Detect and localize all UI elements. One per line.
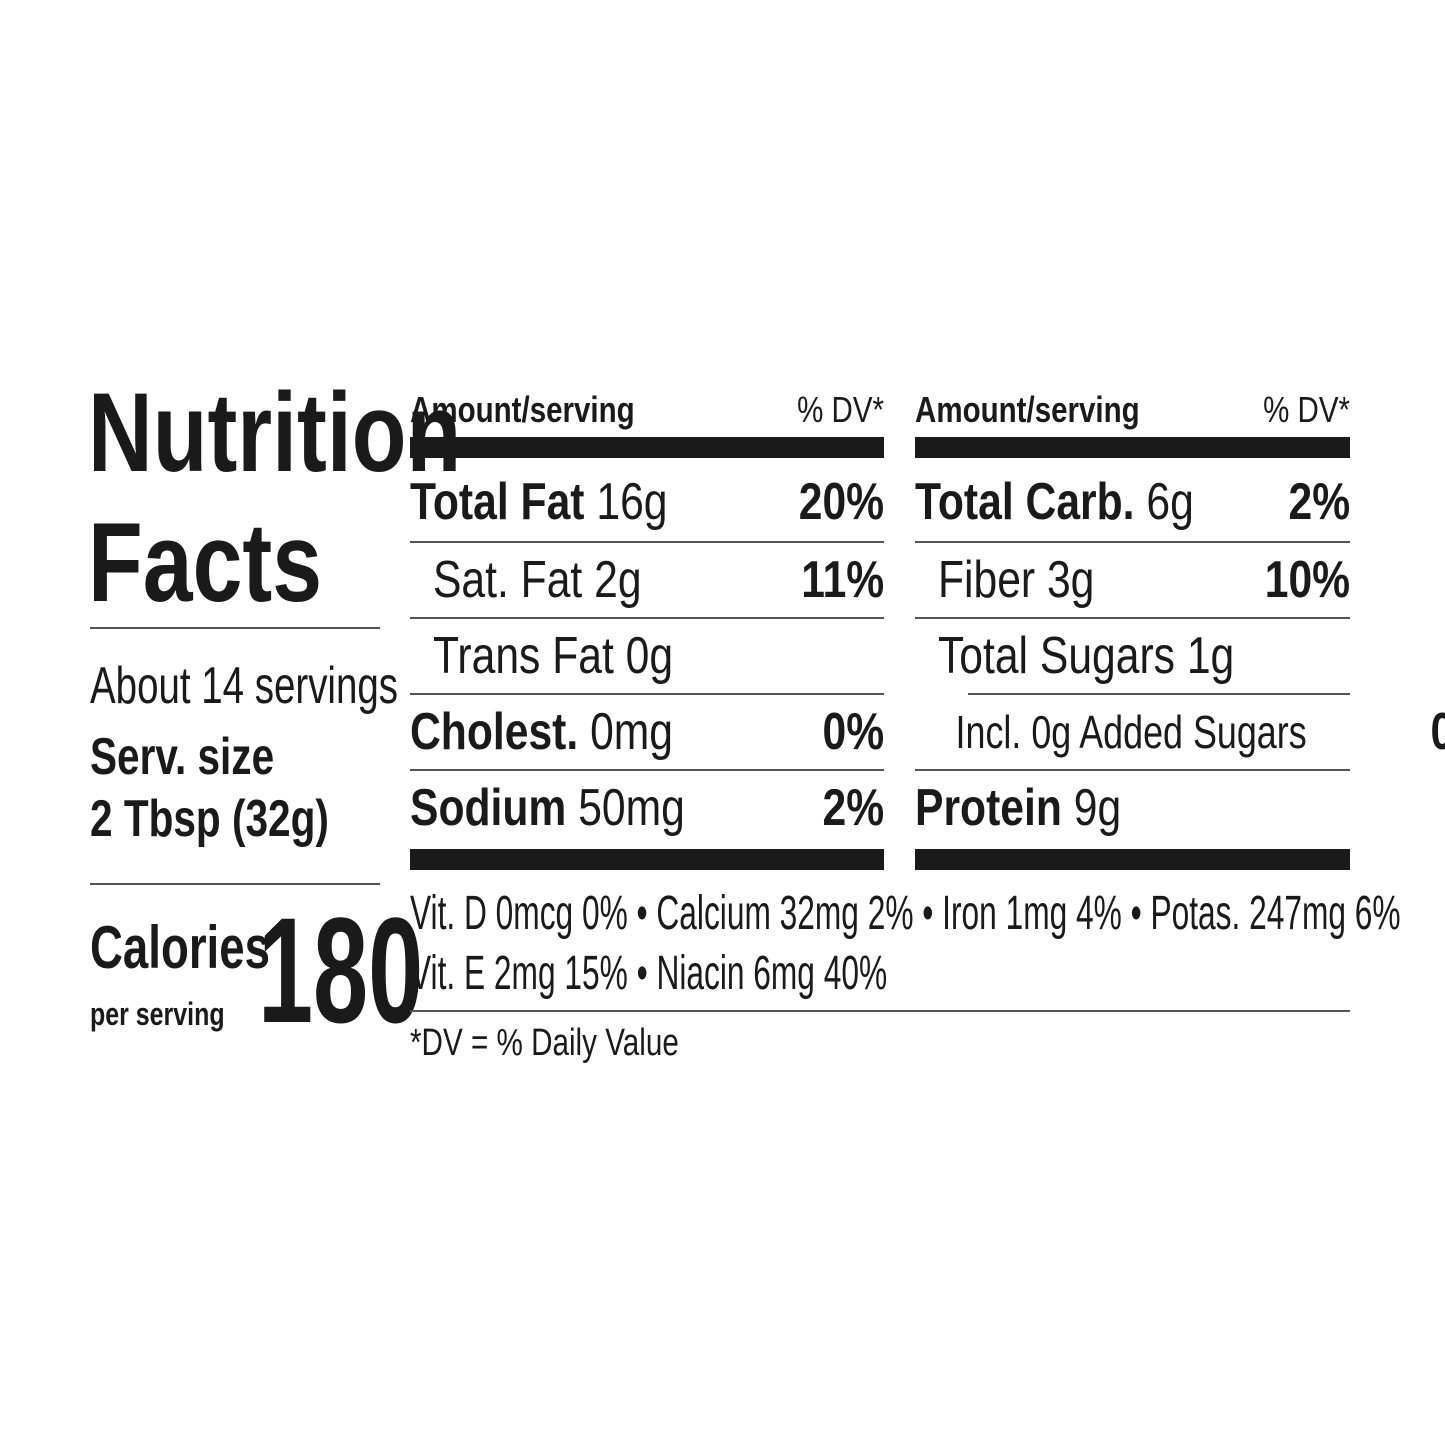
row-protein: Protein 9g <box>915 770 1350 846</box>
thick-bar <box>410 849 884 870</box>
thick-bar <box>915 437 1350 458</box>
footnote: *DV = % Daily Value <box>410 1022 679 1064</box>
header-amount: Amount/serving <box>410 389 635 430</box>
row-trans-fat: Trans Fat 0g <box>410 618 884 694</box>
serving-size-label: Serv. size <box>90 728 275 786</box>
calories-value-block: 180 <box>258 895 508 1045</box>
row-sat-fat: Sat. Fat 2g 11% <box>410 542 884 618</box>
serving-size: Serv. size 2 Tbsp (32g) <box>90 726 396 850</box>
row-sodium: Sodium 50mg 2% <box>410 770 884 846</box>
right-table-header: Amount/serving % DV* <box>915 372 1350 448</box>
nutrient-amount: 50mg <box>578 779 685 837</box>
vitamins-line1: Vit. D 0mcg 0% • Calcium 32mg 2% • Iron … <box>410 887 1401 940</box>
nutrient-name: Fiber <box>937 551 1036 609</box>
divider <box>90 883 380 885</box>
header-amount: Amount/serving <box>915 389 1140 430</box>
nutrient-name: Total Fat <box>410 473 585 531</box>
nutrient-name: Sat. Fat <box>432 551 583 609</box>
row-total-sugars: Total Sugars 1g <box>915 618 1350 694</box>
nutrient-name: Total Sugars <box>937 627 1175 685</box>
divider <box>410 617 884 619</box>
row-total-fat: Total Fat 16g 20% <box>410 464 884 540</box>
divider <box>915 617 1350 619</box>
nutrient-amount: 6g <box>1146 473 1194 531</box>
divider <box>410 693 884 695</box>
nutrient-name: Sodium <box>410 779 567 837</box>
divider <box>410 769 884 771</box>
footnote-block: *DV = % Daily Value <box>410 1020 755 1066</box>
title-line2: Facts <box>88 500 323 625</box>
nutrient-dv: 2% <box>1288 473 1350 531</box>
title: Nutrition Facts <box>88 368 555 628</box>
calories-label-block: Calories <box>90 915 327 981</box>
divider <box>915 769 1350 771</box>
divider <box>410 541 884 543</box>
divider <box>968 693 1350 695</box>
nutrient-amount: 9g <box>1073 779 1122 837</box>
nutrient-name: Incl. 0g Added Sugars <box>955 706 1307 758</box>
nutrient-dv: 0% <box>822 703 884 761</box>
calories-value: 180 <box>258 886 424 1054</box>
nutrient-amount: 1g <box>1186 627 1235 685</box>
title-line1: Nutrition <box>88 370 462 495</box>
header-dv: % DV* <box>1263 389 1350 430</box>
nutrient-name: Total Carb. <box>915 473 1135 531</box>
row-cholesterol: Cholest. 0mg 0% <box>410 694 884 770</box>
nutrient-dv: 2% <box>822 779 884 837</box>
nutrient-dv: 11% <box>801 551 884 609</box>
vitamins-line2: Vit. E 2mg 15% • Niacin 6mg 40% <box>410 947 888 1000</box>
thick-bar <box>410 437 884 458</box>
nutrient-amount: 3g <box>1046 551 1095 609</box>
row-added-sugars: Incl. 0g Added Sugars 0% <box>915 694 1445 770</box>
nutrient-dv: 0% <box>1431 702 1445 762</box>
servings-per-container: About 14 servings <box>90 657 399 715</box>
divider <box>90 627 380 629</box>
nutrient-amount: 2g <box>594 551 642 609</box>
nutrient-amount: 0g <box>625 627 674 685</box>
nutrient-amount: 0mg <box>590 703 674 761</box>
calories-label: Calories <box>90 914 270 981</box>
header-dv: % DV* <box>797 389 884 430</box>
calories-sublabel-block: per serving <box>90 994 263 1034</box>
vitamins: Vit. D 0mcg 0% • Calcium 32mg 2% • Iron … <box>410 884 1445 1004</box>
row-fiber: Fiber 3g 10% <box>915 542 1350 618</box>
serving-size-value: 2 Tbsp (32g) <box>90 790 329 848</box>
nutrient-dv: 10% <box>1264 551 1350 609</box>
nutrient-name: Trans Fat <box>432 627 614 685</box>
servings-info: About 14 servings <box>90 656 506 716</box>
nutrient-dv: 20% <box>798 473 884 531</box>
nutrient-name: Protein <box>915 779 1062 837</box>
nutrient-name: Cholest. <box>410 703 579 761</box>
row-total-carb: Total Carb. 6g 2% <box>915 464 1350 540</box>
divider <box>915 541 1350 543</box>
calories-sublabel: per serving <box>90 996 225 1032</box>
thick-bar <box>915 849 1350 870</box>
nutrient-amount: 16g <box>596 473 668 531</box>
left-table-header: Amount/serving % DV* <box>410 372 884 448</box>
divider <box>410 1010 1350 1012</box>
